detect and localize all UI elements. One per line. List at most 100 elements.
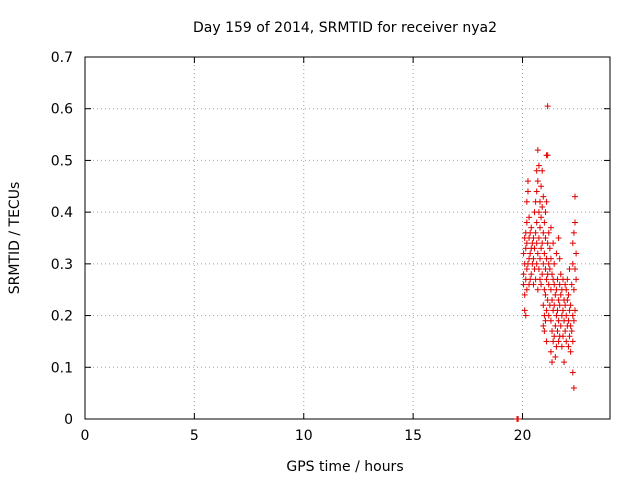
data-point	[527, 229, 534, 236]
data-point	[542, 317, 549, 324]
data-point	[553, 250, 560, 257]
data-point	[551, 260, 558, 267]
data-point	[554, 276, 561, 283]
y-tick-label: 0.3	[51, 257, 73, 273]
data-point	[569, 369, 576, 376]
y-axis-label: SRMTID / TECUs	[7, 182, 23, 295]
data-point	[555, 317, 562, 324]
data-point	[533, 219, 540, 226]
data-point	[557, 322, 564, 329]
data-point	[521, 307, 528, 314]
data-point	[530, 255, 537, 262]
data-point	[537, 276, 543, 283]
data-point	[572, 307, 578, 314]
x-tick-label: 0	[81, 428, 90, 444]
data-point	[544, 240, 551, 247]
data-point	[538, 183, 545, 190]
data-point	[537, 255, 543, 262]
data-point	[540, 302, 547, 309]
data-point	[556, 302, 563, 309]
data-point	[535, 162, 542, 169]
data-point	[544, 152, 551, 159]
data-point	[533, 260, 540, 267]
data-point	[563, 338, 570, 345]
y-tick-label: 0.6	[51, 102, 73, 118]
data-point	[520, 271, 527, 278]
data-point	[563, 312, 570, 319]
data-point	[572, 219, 578, 226]
data-point	[535, 266, 542, 273]
data-point	[573, 250, 580, 257]
data-point	[541, 250, 548, 257]
data-point	[572, 193, 578, 200]
data-point	[539, 271, 546, 278]
data-point	[545, 260, 552, 267]
data-point	[556, 255, 563, 262]
data-point	[552, 322, 559, 329]
data-point	[567, 348, 574, 355]
data-point	[540, 229, 547, 236]
data-point	[543, 276, 550, 283]
data-point	[550, 338, 557, 345]
data-point	[528, 271, 535, 278]
x-tick-label: 15	[404, 428, 422, 444]
data-point	[520, 250, 527, 257]
data-point	[567, 322, 574, 329]
data-point	[539, 203, 546, 210]
data-point	[539, 240, 546, 247]
data-point	[554, 307, 561, 314]
data-point	[554, 328, 561, 335]
data-point	[523, 266, 530, 273]
data-point	[552, 353, 559, 360]
data-point	[553, 343, 560, 350]
data-point	[540, 260, 547, 267]
data-point	[566, 266, 573, 273]
data-point	[533, 188, 540, 195]
data-point	[569, 260, 576, 267]
data-point	[564, 276, 571, 283]
data-point	[553, 286, 560, 293]
data-point	[564, 297, 571, 304]
data-point	[545, 281, 552, 288]
data-point	[526, 214, 533, 221]
data-point	[540, 322, 547, 329]
data-point	[527, 250, 534, 257]
data-point	[565, 317, 572, 324]
data-point	[544, 103, 551, 110]
data-point	[546, 245, 553, 252]
data-point	[523, 240, 530, 247]
data-point	[523, 198, 530, 205]
data-point	[522, 312, 529, 319]
data-point	[527, 276, 534, 283]
data-point	[566, 333, 573, 340]
data-point	[543, 338, 550, 345]
data-point	[533, 240, 540, 247]
data-point	[547, 286, 554, 293]
data-point	[568, 281, 575, 288]
x-axis-label: GPS time / hours	[286, 459, 403, 475]
data-point	[567, 302, 574, 309]
data-point	[569, 338, 576, 345]
data-point	[566, 307, 573, 314]
data-point	[541, 286, 548, 293]
data-point	[555, 338, 562, 345]
data-point	[534, 250, 541, 257]
data-point	[520, 281, 527, 288]
data-point	[569, 240, 576, 247]
data-point	[569, 312, 576, 319]
data-point	[530, 235, 537, 241]
data-point	[561, 359, 568, 366]
data-point	[522, 245, 529, 252]
data-point	[545, 312, 552, 319]
data-point	[542, 209, 549, 216]
data-point	[559, 333, 566, 340]
data-point	[534, 147, 541, 154]
data-point	[533, 167, 540, 174]
data-point	[538, 281, 545, 288]
data-point	[539, 167, 546, 174]
data-point	[521, 291, 528, 298]
data-point	[556, 281, 563, 288]
data-point	[555, 297, 562, 304]
data-point	[528, 224, 535, 231]
